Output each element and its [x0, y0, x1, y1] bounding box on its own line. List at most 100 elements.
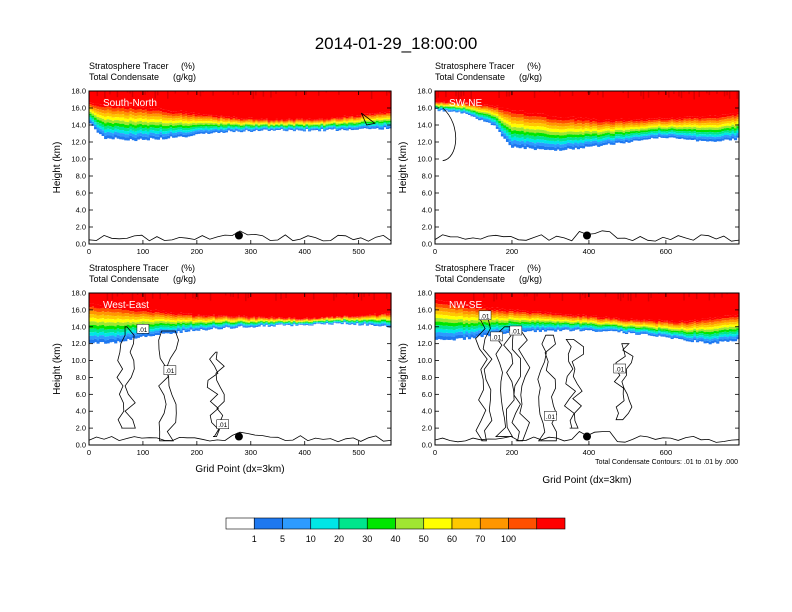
tracer-cell	[310, 321, 314, 323]
tracer-cell	[368, 117, 372, 120]
tracer-cell	[295, 120, 299, 122]
tracer-cell	[630, 122, 634, 125]
tracer-cell	[642, 135, 646, 138]
tracer-cell	[307, 121, 312, 123]
tracer-cell	[457, 325, 461, 329]
tracer-cell	[189, 119, 193, 122]
tracer-cell	[310, 91, 314, 120]
tracer-cell	[312, 320, 317, 322]
tracer-cell	[460, 312, 464, 316]
tracer-cell	[375, 112, 380, 114]
tracer-cell	[257, 318, 261, 320]
tracer-cell	[383, 313, 387, 315]
tracer-cell	[457, 103, 461, 105]
tracer-cell	[111, 117, 115, 121]
tracer-cell	[576, 123, 580, 127]
tracer-cell	[635, 125, 639, 127]
tracer-cell	[383, 320, 387, 323]
tracer-cell	[222, 120, 226, 123]
tracer-cell	[708, 138, 712, 142]
tracer-cell	[566, 128, 570, 132]
tracer-cell	[533, 126, 537, 130]
tracer-cell	[480, 115, 484, 118]
tracer-cell	[370, 316, 374, 318]
tracer-cell	[437, 318, 441, 322]
tracer-cell	[368, 121, 372, 124]
tracer-cell	[693, 116, 697, 119]
tracer-cell	[455, 106, 459, 108]
tracer-field	[89, 293, 392, 344]
tracer-cell	[285, 322, 289, 324]
tracer-cell	[89, 91, 93, 103]
tracer-cell	[554, 132, 558, 136]
tracer-cell	[282, 124, 286, 126]
tracer-cell	[455, 310, 459, 314]
tracer-cell	[701, 116, 705, 119]
tracer-cell	[287, 323, 291, 325]
tracer-cell	[99, 335, 103, 339]
tracer-cell	[179, 117, 183, 121]
tracer-cell	[604, 135, 608, 138]
tracer-cell	[607, 139, 611, 142]
tracer-cell	[242, 325, 246, 327]
tracer-cell	[475, 91, 479, 105]
tracer-cell	[202, 128, 206, 131]
tracer-cell	[360, 125, 364, 128]
panel-label: South-North	[103, 98, 157, 109]
tracer-cell	[164, 117, 168, 121]
tracer-cell	[490, 312, 494, 316]
tracer-cell	[473, 329, 477, 333]
tracer-cell	[227, 124, 231, 126]
tracer-cell	[262, 121, 266, 123]
tracer-cell	[485, 112, 489, 115]
tracer-cell	[500, 293, 504, 309]
tracer-cell	[670, 118, 674, 121]
tracer-cell	[516, 140, 520, 145]
tracer-cell	[212, 326, 216, 328]
tracer-cell	[690, 121, 694, 124]
tracer-cell	[462, 101, 466, 103]
tracer-cell	[604, 128, 608, 131]
tracer-cell	[179, 312, 183, 315]
tracer-cell	[335, 117, 339, 119]
tracer-cell	[144, 313, 148, 317]
tracer-cell	[447, 312, 451, 316]
tracer-cell	[300, 319, 304, 321]
tracer-cell	[149, 319, 153, 323]
tracer-cell	[116, 91, 119, 98]
tracer-cell	[363, 316, 367, 318]
tracer-cell	[647, 123, 651, 126]
tracer-cell	[234, 129, 239, 131]
tracer-cell	[475, 104, 479, 106]
tracer-cell	[187, 119, 191, 122]
tracer-cell	[156, 128, 161, 132]
tracer-cell	[114, 128, 118, 132]
tracer-cell	[480, 323, 484, 327]
tracer-cell	[96, 127, 100, 131]
tracer-cell	[680, 91, 683, 99]
tracer-cell	[383, 115, 387, 117]
tracer-cell	[184, 91, 188, 112]
tracer-cell	[295, 322, 299, 323]
tracer-cell	[713, 134, 717, 138]
tracer-cell	[513, 133, 517, 137]
y-tick-label: 0.0	[76, 240, 86, 249]
tracer-cell	[300, 122, 304, 124]
tracer-cell	[250, 319, 254, 321]
tracer-cell	[151, 324, 156, 327]
tracer-cell	[136, 293, 139, 295]
tracer-cell	[483, 332, 487, 335]
tracer-cell	[483, 113, 487, 116]
tracer-cell	[442, 107, 446, 108]
tracer-cell	[455, 106, 459, 107]
tracer-cell	[194, 293, 197, 300]
tracer-cell	[718, 127, 722, 130]
tracer-cell	[385, 293, 388, 299]
tracer-cell	[257, 323, 261, 325]
tracer-cell	[116, 325, 120, 329]
tracer-cell	[353, 126, 357, 128]
tracer-cell	[149, 312, 153, 315]
tracer-cell	[733, 135, 738, 138]
tracer-cell	[305, 322, 309, 324]
tracer-cell	[219, 324, 223, 326]
